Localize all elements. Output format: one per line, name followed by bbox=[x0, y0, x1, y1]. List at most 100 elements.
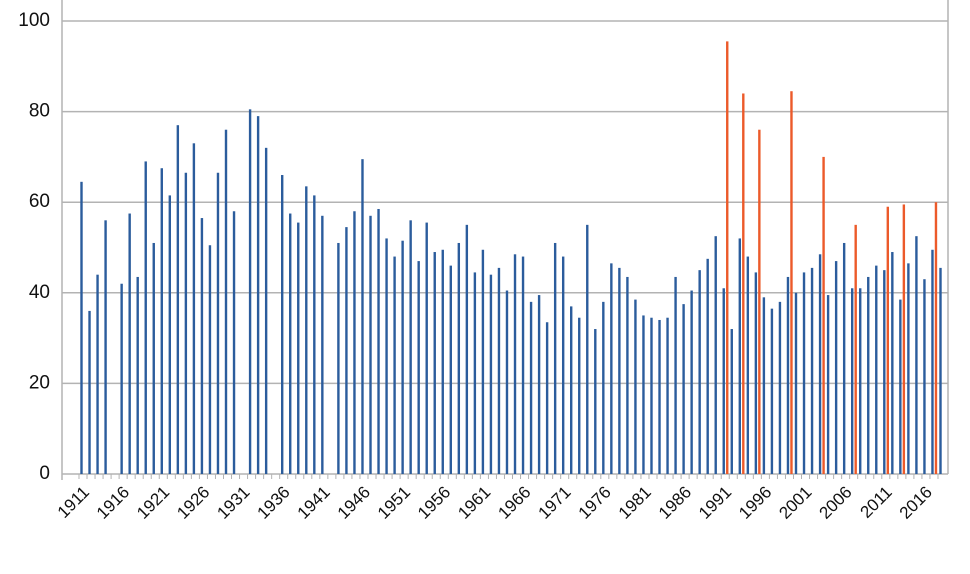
bar bbox=[152, 242, 155, 474]
bar bbox=[786, 276, 790, 474]
bar bbox=[144, 161, 147, 474]
bar bbox=[401, 240, 404, 474]
bar bbox=[361, 159, 364, 475]
x-tick-label: 2016 bbox=[896, 483, 936, 523]
bar bbox=[770, 308, 774, 474]
bar bbox=[602, 301, 605, 474]
bar bbox=[883, 270, 886, 474]
x-tick-label: 1996 bbox=[735, 483, 775, 523]
bar bbox=[722, 288, 725, 474]
bar bbox=[513, 254, 517, 474]
bar bbox=[730, 329, 733, 474]
x-tick-label: 1951 bbox=[374, 483, 414, 523]
bar bbox=[738, 238, 741, 474]
bar bbox=[313, 195, 316, 474]
bar bbox=[859, 288, 862, 474]
bar bbox=[497, 267, 501, 474]
bar bbox=[915, 236, 918, 474]
x-tick-label: 1936 bbox=[254, 483, 294, 523]
y-tick-label: 80 bbox=[29, 101, 50, 122]
bar bbox=[682, 304, 685, 474]
bar bbox=[136, 276, 139, 474]
bar bbox=[289, 213, 292, 474]
bar bbox=[184, 172, 188, 474]
bar bbox=[96, 274, 99, 474]
bar bbox=[200, 218, 204, 474]
bar bbox=[521, 256, 525, 474]
bar bbox=[834, 261, 838, 474]
bar bbox=[537, 295, 541, 474]
bar bbox=[891, 252, 894, 474]
bar bbox=[754, 272, 758, 474]
bar bbox=[232, 211, 236, 474]
bar bbox=[854, 224, 857, 474]
x-tick-label: 1946 bbox=[334, 483, 374, 523]
bar bbox=[886, 206, 890, 475]
bar bbox=[794, 292, 798, 474]
bar bbox=[248, 109, 252, 475]
bar bbox=[377, 208, 380, 474]
bar bbox=[385, 238, 388, 474]
bar bbox=[481, 249, 485, 474]
bar bbox=[409, 220, 412, 474]
bar bbox=[305, 186, 308, 474]
bar bbox=[545, 322, 549, 474]
y-tick-label: 60 bbox=[29, 191, 50, 212]
bar bbox=[690, 290, 693, 474]
bar bbox=[899, 299, 902, 474]
bar bbox=[850, 288, 854, 474]
bar bbox=[553, 242, 557, 474]
bar bbox=[586, 224, 589, 474]
bar bbox=[369, 215, 372, 475]
bar bbox=[778, 301, 782, 474]
bar bbox=[742, 93, 745, 474]
bar bbox=[224, 129, 228, 474]
x-tick-label: 1941 bbox=[294, 483, 334, 523]
bar bbox=[923, 279, 926, 474]
bar bbox=[634, 299, 637, 474]
bar bbox=[208, 245, 212, 474]
bar bbox=[762, 297, 766, 474]
bar bbox=[674, 276, 677, 474]
bar bbox=[790, 91, 793, 474]
bar bbox=[128, 213, 131, 474]
x-tick-label: 1921 bbox=[133, 483, 173, 523]
bar bbox=[658, 319, 661, 474]
bar bbox=[626, 276, 629, 474]
x-tick-label: 1956 bbox=[414, 483, 454, 523]
bar bbox=[570, 306, 573, 474]
bar bbox=[578, 317, 581, 474]
x-tick-label: 1976 bbox=[575, 483, 615, 523]
bar bbox=[902, 204, 906, 474]
x-tick-label: 1981 bbox=[615, 483, 655, 523]
bar bbox=[264, 147, 268, 474]
x-tick-label: 1926 bbox=[173, 483, 213, 523]
bar bbox=[714, 236, 717, 474]
bar bbox=[810, 267, 814, 474]
x-tick-label: 2006 bbox=[815, 483, 855, 523]
x-tick-label: 1916 bbox=[93, 483, 133, 523]
bar bbox=[618, 267, 621, 474]
bar bbox=[818, 254, 822, 474]
x-tick-label: 1961 bbox=[454, 483, 494, 523]
bar bbox=[176, 125, 180, 474]
x-tick-label: 2001 bbox=[775, 483, 815, 523]
bar bbox=[393, 256, 396, 474]
bar bbox=[802, 272, 806, 474]
y-tick-label: 40 bbox=[29, 282, 50, 303]
x-tick-label: 1931 bbox=[213, 483, 253, 523]
bar bbox=[505, 290, 509, 474]
bar bbox=[867, 276, 870, 474]
x-tick-label: 1991 bbox=[695, 483, 735, 523]
bar bbox=[473, 272, 477, 474]
bar bbox=[345, 227, 348, 474]
bar bbox=[88, 310, 91, 474]
bar bbox=[256, 116, 260, 474]
y-tick-label: 0 bbox=[39, 463, 50, 484]
bar bbox=[666, 317, 669, 474]
y-tick-label: 20 bbox=[29, 372, 50, 393]
bar bbox=[489, 274, 493, 474]
bar bbox=[457, 242, 461, 474]
bar bbox=[321, 215, 324, 475]
